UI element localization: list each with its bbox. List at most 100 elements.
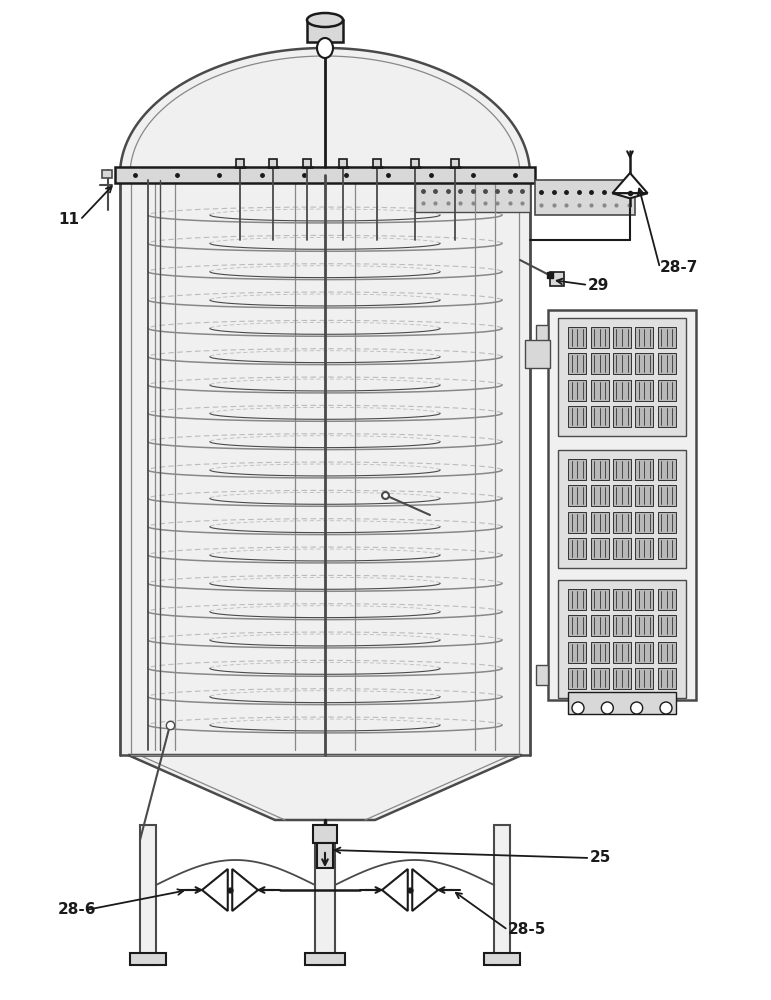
Polygon shape xyxy=(412,869,438,911)
Bar xyxy=(591,512,608,533)
Bar xyxy=(613,668,631,689)
Bar xyxy=(591,327,608,348)
Bar xyxy=(635,327,653,348)
Bar xyxy=(658,406,675,427)
Bar xyxy=(635,406,653,427)
Ellipse shape xyxy=(660,702,672,714)
Text: 25: 25 xyxy=(590,850,611,865)
Bar xyxy=(140,825,156,965)
Bar xyxy=(591,642,608,663)
Ellipse shape xyxy=(631,702,643,714)
Polygon shape xyxy=(128,755,522,820)
Bar xyxy=(613,615,631,636)
Bar xyxy=(658,459,675,480)
Bar xyxy=(373,159,381,167)
Text: 29: 29 xyxy=(588,277,609,292)
Bar xyxy=(536,325,548,345)
Bar xyxy=(415,180,530,212)
Bar xyxy=(658,485,675,506)
Bar xyxy=(558,580,686,698)
Bar xyxy=(411,159,419,167)
Bar xyxy=(305,953,345,965)
Bar xyxy=(658,615,675,636)
Bar xyxy=(568,538,586,559)
Bar xyxy=(130,953,166,965)
Bar xyxy=(568,692,676,714)
Bar xyxy=(236,159,244,167)
Bar xyxy=(635,589,653,610)
Bar xyxy=(635,380,653,401)
Bar xyxy=(591,459,608,480)
Bar xyxy=(451,159,459,167)
Bar xyxy=(550,272,564,286)
Bar xyxy=(591,615,608,636)
Bar xyxy=(658,538,675,559)
Bar xyxy=(591,485,608,506)
Bar xyxy=(613,459,631,480)
Bar xyxy=(548,310,696,700)
Bar xyxy=(613,485,631,506)
Bar xyxy=(658,668,675,689)
Bar xyxy=(269,159,277,167)
Ellipse shape xyxy=(601,702,614,714)
Bar xyxy=(536,665,548,685)
Text: 28-6: 28-6 xyxy=(58,902,96,918)
Bar xyxy=(303,159,311,167)
Bar xyxy=(591,589,608,610)
Bar xyxy=(313,825,337,843)
Ellipse shape xyxy=(307,13,343,27)
Bar xyxy=(568,406,586,427)
Bar xyxy=(635,353,653,374)
Bar xyxy=(591,380,608,401)
Bar xyxy=(635,538,653,559)
Bar xyxy=(568,512,586,533)
Bar xyxy=(535,180,635,215)
Bar xyxy=(568,380,586,401)
Bar xyxy=(658,353,675,374)
Bar xyxy=(484,953,520,965)
Bar xyxy=(658,642,675,663)
Bar xyxy=(613,380,631,401)
Bar xyxy=(317,843,333,868)
Bar xyxy=(613,353,631,374)
Ellipse shape xyxy=(317,38,333,58)
Bar xyxy=(591,538,608,559)
Bar xyxy=(635,512,653,533)
Bar xyxy=(558,450,686,568)
Bar xyxy=(120,175,530,755)
Bar xyxy=(102,170,112,178)
Bar xyxy=(591,406,608,427)
Bar xyxy=(591,668,608,689)
Bar xyxy=(568,485,586,506)
Polygon shape xyxy=(120,48,530,175)
Bar xyxy=(613,406,631,427)
Text: 28-7: 28-7 xyxy=(660,260,699,275)
Bar xyxy=(613,642,631,663)
Bar xyxy=(568,327,586,348)
Bar xyxy=(558,318,686,436)
Bar xyxy=(339,159,347,167)
Text: 11: 11 xyxy=(58,213,79,228)
Bar xyxy=(315,825,335,965)
Bar xyxy=(115,167,535,183)
Bar xyxy=(658,512,675,533)
Polygon shape xyxy=(612,173,648,193)
Bar xyxy=(568,459,586,480)
Text: 28-5: 28-5 xyxy=(508,922,547,938)
Bar xyxy=(658,380,675,401)
Polygon shape xyxy=(382,869,408,911)
Bar xyxy=(568,589,586,610)
Bar xyxy=(613,589,631,610)
Bar xyxy=(613,538,631,559)
Polygon shape xyxy=(232,869,258,911)
Bar xyxy=(568,615,586,636)
Bar xyxy=(568,642,586,663)
Ellipse shape xyxy=(572,702,584,714)
Bar xyxy=(494,825,510,965)
Bar xyxy=(635,642,653,663)
Polygon shape xyxy=(202,869,227,911)
Bar xyxy=(568,668,586,689)
Bar xyxy=(568,353,586,374)
Bar xyxy=(613,512,631,533)
Bar xyxy=(635,485,653,506)
